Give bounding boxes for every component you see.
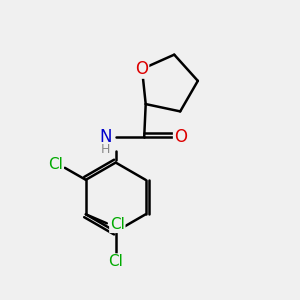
Text: O: O xyxy=(174,128,187,146)
Text: N: N xyxy=(99,128,112,146)
Text: Cl: Cl xyxy=(110,217,125,232)
Text: O: O xyxy=(136,60,148,78)
Text: Cl: Cl xyxy=(108,254,123,269)
Text: Cl: Cl xyxy=(48,157,63,172)
Text: H: H xyxy=(100,143,110,156)
